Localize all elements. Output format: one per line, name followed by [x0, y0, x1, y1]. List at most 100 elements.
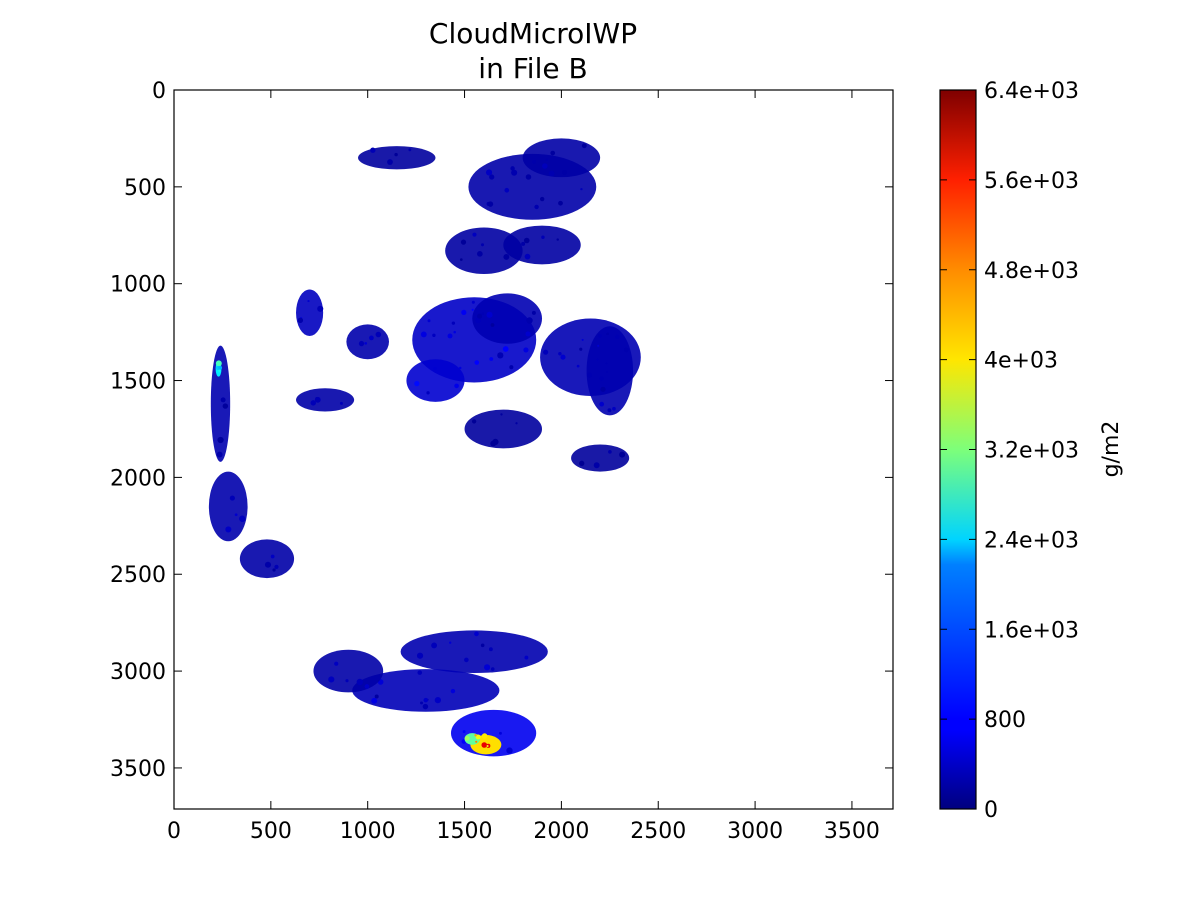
cloud-region [210, 345, 231, 462]
cloud-speckle [525, 174, 532, 180]
cloud-speckle [477, 251, 483, 257]
cloud-speckle [606, 332, 609, 336]
y-axis: 0 500 1000 1500 2000 2500 3000 3500 [110, 79, 893, 782]
cloud-speckle [484, 664, 491, 671]
cloud-speckle [375, 331, 382, 338]
cloud-speckle [597, 344, 600, 347]
cloud-speckle [497, 352, 504, 359]
cloud-speckle [449, 641, 452, 644]
cloud-region [352, 669, 500, 712]
cloud-speckle [461, 309, 467, 316]
cloud-speckle [334, 661, 339, 666]
cloud-speckle [504, 187, 510, 193]
colorbar-tick-label: 3.2e+03 [984, 439, 1079, 464]
cloud-speckle [451, 321, 456, 325]
x-tick-label: 2500 [630, 819, 686, 844]
cloud-speckle [270, 554, 275, 559]
cloud-speckle [480, 643, 485, 648]
cloud-region [239, 539, 295, 579]
cloud-speckle [581, 143, 587, 149]
cloud-speckle [417, 670, 423, 675]
cloud-speckle [416, 652, 424, 659]
cloud-speckle [579, 460, 585, 466]
cloud-region [464, 409, 543, 449]
colorbar-tick-label: 800 [984, 708, 1026, 733]
colorbar-tick-label: 4.8e+03 [984, 259, 1079, 284]
y-tick-label: 1500 [110, 370, 166, 395]
cloud-speckle [543, 349, 549, 355]
cloud-speckle [586, 372, 593, 378]
cloud-speckle [317, 305, 324, 312]
colorbar-tick-label: 4e+03 [984, 349, 1058, 374]
cloud-speckle [481, 742, 488, 748]
cloud-speckle [548, 170, 555, 177]
cloud-speckle [556, 238, 559, 241]
cloud-speckle [480, 243, 485, 247]
cloud-speckle [515, 422, 518, 425]
cloud-speckle [560, 354, 566, 360]
cloud-speckle [593, 462, 600, 469]
cloud-speckle [576, 364, 580, 368]
cloud-speckle [345, 679, 349, 683]
cloud-speckle [426, 391, 430, 395]
cloud-speckle [607, 408, 612, 413]
cloud-speckle [427, 319, 431, 323]
cloud-speckle [264, 561, 272, 568]
cloud-speckle [612, 406, 616, 411]
chart-title-line1: CloudMicroIWP [429, 17, 637, 50]
cloud-speckle [471, 419, 477, 424]
cloud-speckle [485, 169, 493, 176]
cloud-speckle [447, 333, 453, 339]
colorbar-tick-label: 5.6e+03 [984, 169, 1079, 194]
cloud-speckle [490, 323, 495, 327]
cloud-speckle [502, 346, 509, 352]
cloud-speckle [524, 655, 529, 660]
cloud-speckle [432, 333, 436, 338]
cloud-speckle [477, 313, 483, 319]
cloud-speckle [371, 697, 378, 704]
colorbar-tick-label: 1.6e+03 [984, 618, 1079, 643]
plot-frame [173, 89, 894, 810]
cloud-speckle [580, 188, 583, 191]
cloud-speckle [608, 450, 612, 454]
cloud-speckle [394, 152, 398, 157]
cloud-speckle [475, 734, 481, 740]
y-tick-label: 3000 [110, 660, 166, 685]
cloud-speckle [540, 196, 545, 202]
cloud-speckle [450, 688, 456, 694]
cloud-speckle [420, 701, 424, 705]
colorbar-tick-label: 0 [984, 798, 998, 823]
cloud-speckle [506, 747, 513, 754]
cloud-speckle [542, 163, 548, 169]
cloud-speckle [489, 357, 494, 361]
cloud-region [296, 289, 324, 336]
cloud-speckle [599, 401, 605, 407]
cloud-speckle [550, 150, 556, 156]
cloud-speckle [499, 731, 502, 735]
cloud-speckle [431, 642, 438, 649]
cloud-speckle [459, 258, 463, 261]
cloud-speckle [526, 317, 533, 324]
cloud-speckle [460, 239, 467, 245]
cloud-speckle [579, 347, 583, 351]
y-tick-label: 0 [152, 79, 166, 104]
cloud-speckle [489, 174, 495, 180]
cloud-speckle [220, 397, 226, 403]
cloud-speckle [454, 383, 459, 389]
x-axis: 0 500 1000 1500 2000 2500 3000 3500 [167, 90, 880, 844]
cloud-region [586, 326, 634, 416]
cloud-region [445, 227, 523, 275]
cloud-speckle [500, 413, 503, 416]
cloud-speckle [472, 232, 477, 237]
cloud-speckle [364, 342, 368, 345]
cloud-speckle [218, 365, 223, 370]
cloud-speckle [524, 253, 531, 260]
cloud-speckle [619, 451, 626, 458]
y-tick-label: 2500 [110, 563, 166, 588]
cloud-speckle [487, 201, 494, 207]
cloud-region [571, 444, 630, 472]
cloud-speckle [562, 169, 568, 175]
cloud-speckle [369, 335, 374, 341]
cloud-speckle [225, 526, 232, 533]
